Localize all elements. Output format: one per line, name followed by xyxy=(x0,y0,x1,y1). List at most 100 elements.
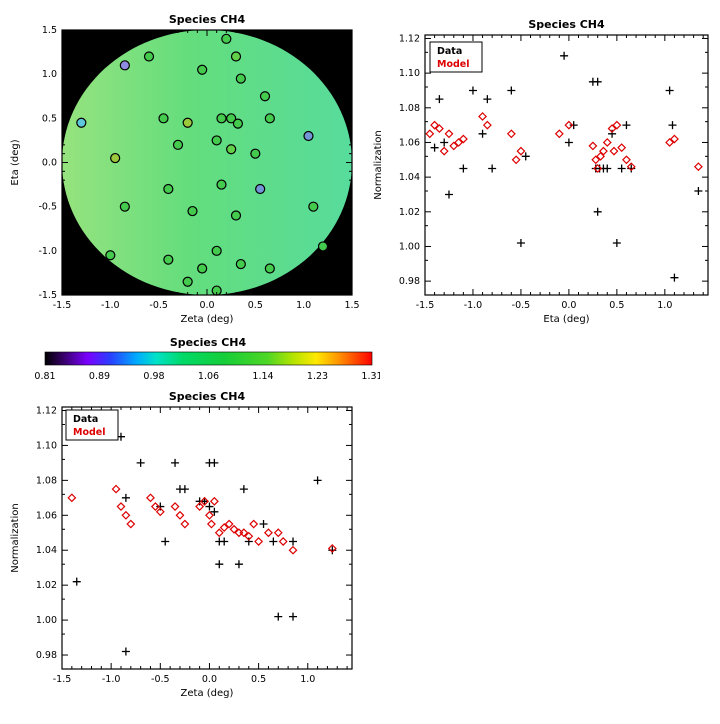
y-tick-label: 1.10 xyxy=(399,68,420,79)
model-point-diamond xyxy=(669,134,679,144)
model-point-diamond xyxy=(598,146,608,156)
x-tick-label: 0.0 xyxy=(561,300,576,311)
y-axis-label: Eta (deg) xyxy=(10,139,21,185)
model-point-diamond xyxy=(249,519,259,529)
model-point-diamond xyxy=(263,528,273,538)
legend-label: Model xyxy=(437,59,469,70)
colorbar-title: Species CH4 xyxy=(170,336,247,349)
data-point-plus xyxy=(593,207,602,216)
data-point-plus xyxy=(171,458,180,467)
model-point-diamond xyxy=(665,138,675,147)
data-point-plus xyxy=(210,458,219,467)
map-point xyxy=(110,152,121,164)
data-point-plus xyxy=(670,273,679,282)
x-tick-label: -1.5 xyxy=(416,300,435,311)
y-tick-label: 1.08 xyxy=(399,103,420,114)
plot-background xyxy=(425,35,708,295)
model-point-diamond xyxy=(278,537,288,546)
data-point-plus xyxy=(269,537,278,546)
model-point-diamond xyxy=(516,146,526,156)
model-point-diamond xyxy=(288,545,298,555)
data-point-plus xyxy=(668,121,677,130)
data-point-plus xyxy=(259,520,268,529)
data-point-plus xyxy=(161,537,170,546)
data-point-plus xyxy=(560,51,569,60)
map-point xyxy=(255,183,266,195)
data-point-plus xyxy=(234,560,243,569)
data-point-plus xyxy=(569,121,578,130)
axes-box xyxy=(61,406,353,670)
x-axis-label: Eta (deg) xyxy=(543,314,589,325)
map-point xyxy=(230,51,242,62)
panel-colorbar: Species CH4 0.81 0.89 0.98 1.06 1.14 1.23 1.31 xyxy=(0,335,382,385)
map-point xyxy=(163,183,174,195)
x-tick-label: 0.0 xyxy=(199,300,214,311)
model-point-diamond xyxy=(622,155,631,165)
data-point-plus xyxy=(516,239,525,247)
data-point-plus xyxy=(459,164,468,173)
y-tick-label: 0.0 xyxy=(42,158,57,169)
y-tick-label: -0.5 xyxy=(38,202,57,213)
y-tick-label: 1.06 xyxy=(399,137,420,148)
axes-box xyxy=(424,34,709,296)
legend-box xyxy=(65,409,119,441)
map-point xyxy=(216,113,227,124)
x-tick-label: -0.5 xyxy=(149,300,168,311)
map-point xyxy=(264,113,275,124)
data-point-plus xyxy=(665,86,674,95)
model-point-diamond xyxy=(506,129,516,139)
model-point-diamond xyxy=(626,162,636,172)
model-point-diamond xyxy=(478,112,488,121)
model-point-diamond xyxy=(434,124,444,134)
data-point-plus xyxy=(593,77,602,86)
data-point-plus xyxy=(121,647,130,656)
map-point xyxy=(197,64,208,75)
x-tick-label: 1.0 xyxy=(296,300,311,311)
map-point xyxy=(235,258,246,270)
model-point-diamond xyxy=(612,120,622,130)
data-point-plus xyxy=(507,86,516,95)
x-tick-label: -1.5 xyxy=(53,300,72,311)
chart-eta: -1.5 -1.0 -0.5 0.0 0.5 1.0 0.98 1.00 1.02 1.04 1.0… xyxy=(373,18,709,325)
data-point-plus xyxy=(215,560,224,569)
map-point xyxy=(158,113,169,124)
data-point-plus xyxy=(205,502,214,511)
model-point-diamond xyxy=(175,510,185,520)
data-point-plus xyxy=(521,152,530,161)
y-tick-label: 1.12 xyxy=(399,33,420,44)
data-point-plus xyxy=(488,164,497,173)
map-point xyxy=(197,263,208,274)
colorbar-tick-label: 0.81 xyxy=(34,371,55,382)
data-point-plus xyxy=(210,507,219,516)
y-tick-label: 0.98 xyxy=(399,276,420,287)
y-tick-label: 1.00 xyxy=(36,615,57,626)
y-tick-label: 0.5 xyxy=(42,113,57,124)
data-point-plus xyxy=(444,190,453,199)
data-point-plus xyxy=(220,537,229,546)
x-tick-label: -1.0 xyxy=(101,300,120,311)
data-point-plus xyxy=(603,164,612,173)
legend-label: Data xyxy=(437,46,462,57)
map-point xyxy=(250,148,261,159)
y-tick-label: 1.00 xyxy=(399,241,420,252)
y-tick-label: 1.02 xyxy=(399,207,420,218)
model-point-diamond xyxy=(607,124,617,134)
data-point-plus xyxy=(622,121,631,130)
model-point-diamond xyxy=(224,519,234,529)
x-axis-label: Zeta (deg) xyxy=(181,314,234,325)
map-point xyxy=(226,144,237,155)
colorbar-tick-label: 1.06 xyxy=(198,371,219,382)
model-point-diamond xyxy=(439,146,449,156)
x-tick-label: -0.5 xyxy=(512,300,531,311)
map-point xyxy=(230,210,242,221)
y-tick-label: 1.08 xyxy=(36,475,57,486)
data-point-plus xyxy=(200,497,209,506)
plot-background xyxy=(62,407,352,669)
model-point-diamond xyxy=(244,531,254,541)
model-point-diamond xyxy=(596,151,606,161)
x-tick-label: -1.0 xyxy=(464,300,483,311)
y-axis-label: Normalization xyxy=(10,503,21,573)
map-point xyxy=(119,201,130,212)
model-point-diamond xyxy=(150,502,160,512)
x-tick-label: 1.0 xyxy=(300,674,315,685)
